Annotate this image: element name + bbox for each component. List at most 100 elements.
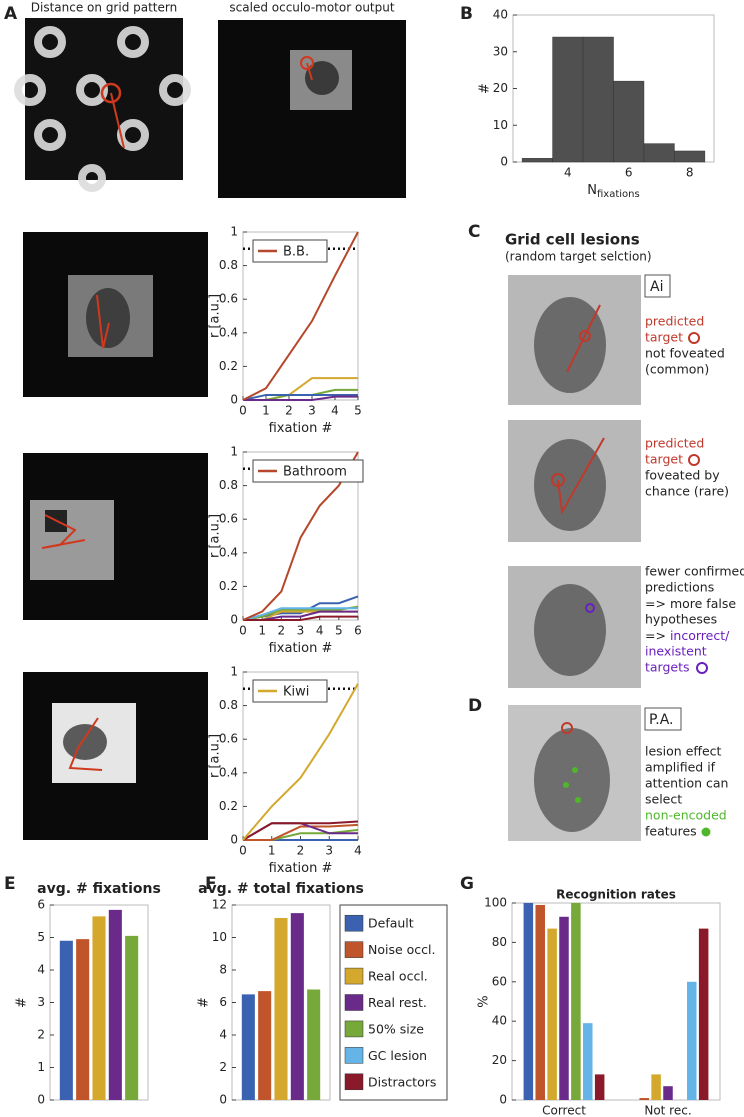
line-series bbox=[242, 605, 359, 621]
legend-label: Bathroom bbox=[283, 465, 347, 480]
legend-label: B.B. bbox=[283, 245, 309, 260]
x-tick-label: 1 bbox=[258, 624, 266, 638]
y-tick-label: 4 bbox=[219, 1028, 227, 1042]
y-tick-label: 0 bbox=[219, 1093, 227, 1107]
y-tick-label: 5 bbox=[37, 930, 45, 944]
y-axis-label: # bbox=[478, 83, 493, 94]
legend-swatch bbox=[344, 914, 364, 932]
line-series bbox=[243, 395, 358, 401]
occulo-motor-image bbox=[218, 20, 406, 198]
target-icon bbox=[688, 332, 700, 344]
stimulus-image bbox=[23, 672, 208, 840]
note: target bbox=[645, 452, 683, 467]
x-tick-label: Not rec. bbox=[644, 1104, 691, 1117]
x-tick-label: 2 bbox=[278, 624, 286, 638]
y-tick-label: 20 bbox=[493, 81, 508, 95]
panel-label: C bbox=[468, 222, 480, 242]
note: hypotheses bbox=[645, 612, 717, 627]
x-tick-label: 6 bbox=[625, 166, 633, 180]
x-axis-label-main: fixation # bbox=[269, 641, 333, 656]
bar bbox=[651, 1074, 661, 1100]
line-series bbox=[242, 451, 359, 621]
panel-label: F bbox=[205, 874, 217, 894]
stimulus-image bbox=[23, 232, 208, 397]
legend-label: Real rest. bbox=[368, 995, 427, 1010]
note: => incorrect/ bbox=[645, 628, 730, 643]
bar bbox=[125, 935, 139, 1100]
x-tick-label: 0 bbox=[239, 624, 247, 638]
grid-pattern-image bbox=[14, 18, 191, 192]
feature-icon bbox=[701, 827, 711, 837]
legend-box bbox=[252, 239, 328, 263]
bar bbox=[559, 916, 569, 1100]
tag: Ai bbox=[650, 279, 663, 295]
histogram-bar bbox=[552, 36, 584, 163]
histogram-bar bbox=[613, 80, 645, 163]
tag-box bbox=[644, 274, 671, 298]
y-tick-label: 3 bbox=[37, 995, 45, 1009]
x-axis-label-main: N bbox=[587, 183, 597, 198]
bar bbox=[535, 904, 545, 1100]
x-axis-label: fixation # bbox=[269, 421, 333, 436]
line-series bbox=[242, 607, 358, 621]
panel-label: A bbox=[4, 4, 18, 24]
x-axis-label: fixation # bbox=[269, 861, 333, 876]
note: lesion effect bbox=[645, 744, 722, 759]
legend-label: 50% size bbox=[368, 1021, 424, 1036]
y-tick-label: 40 bbox=[492, 1014, 507, 1028]
y-axis-label: % bbox=[477, 995, 492, 1007]
face-photo bbox=[508, 705, 641, 841]
bar bbox=[687, 981, 697, 1100]
bar bbox=[594, 1074, 605, 1100]
y-tick-label: 0.8 bbox=[219, 478, 238, 492]
note: inexistent bbox=[645, 644, 707, 659]
y-tick-label: 0 bbox=[230, 393, 238, 407]
note: foveated by bbox=[645, 468, 720, 483]
x-tick-label: 6 bbox=[354, 624, 362, 638]
note: predictions bbox=[645, 580, 714, 595]
note: attention can bbox=[645, 776, 728, 791]
note: features bbox=[645, 824, 697, 839]
legend-label: Noise occl. bbox=[368, 942, 436, 957]
x-axis-label-sub: fixations bbox=[597, 189, 640, 200]
plot-area bbox=[511, 902, 721, 1101]
x-tick-label: Correct bbox=[542, 1104, 586, 1117]
chart-title: avg. # fixations bbox=[37, 881, 161, 897]
x-tick-label: 5 bbox=[335, 624, 343, 638]
y-tick-label: 0.6 bbox=[219, 292, 238, 306]
x-axis-label-main: fixation # bbox=[269, 861, 333, 876]
y-tick-label: 0.2 bbox=[219, 359, 238, 373]
tag: P.A. bbox=[649, 712, 674, 728]
note: targets bbox=[645, 660, 690, 675]
bar bbox=[274, 918, 288, 1100]
y-tick-label: 0 bbox=[499, 1093, 507, 1107]
note: fewer confirmed bbox=[645, 564, 744, 579]
panel-label: G bbox=[460, 874, 474, 894]
caption: scaled occulo-motor output bbox=[229, 1, 394, 15]
histogram-bar bbox=[582, 36, 614, 163]
note: predicted bbox=[645, 436, 704, 451]
histogram-bar bbox=[674, 150, 706, 163]
bar bbox=[307, 989, 321, 1100]
y-tick-label: 30 bbox=[493, 44, 508, 58]
y-axis-label: # bbox=[15, 997, 30, 1008]
legend-label: Distractors bbox=[368, 1074, 436, 1089]
note: => more false bbox=[645, 596, 736, 611]
bar bbox=[241, 994, 255, 1100]
y-tick-label: 0 bbox=[230, 833, 238, 847]
bar bbox=[547, 928, 557, 1100]
legend-swatch bbox=[344, 994, 364, 1011]
caption: Distance on grid pattern bbox=[31, 1, 177, 15]
y-tick-label: 0.4 bbox=[219, 545, 238, 559]
legend-swatch bbox=[344, 967, 364, 985]
x-axis-label: fixation # bbox=[269, 641, 333, 656]
face-photo bbox=[508, 420, 641, 542]
note: predicted bbox=[645, 314, 704, 329]
legend-box bbox=[339, 904, 448, 1101]
legend-box bbox=[252, 679, 328, 703]
y-tick-label: 10 bbox=[493, 118, 508, 132]
line-series bbox=[243, 823, 359, 841]
target-icon bbox=[696, 662, 708, 674]
x-tick-label: 3 bbox=[325, 844, 333, 858]
